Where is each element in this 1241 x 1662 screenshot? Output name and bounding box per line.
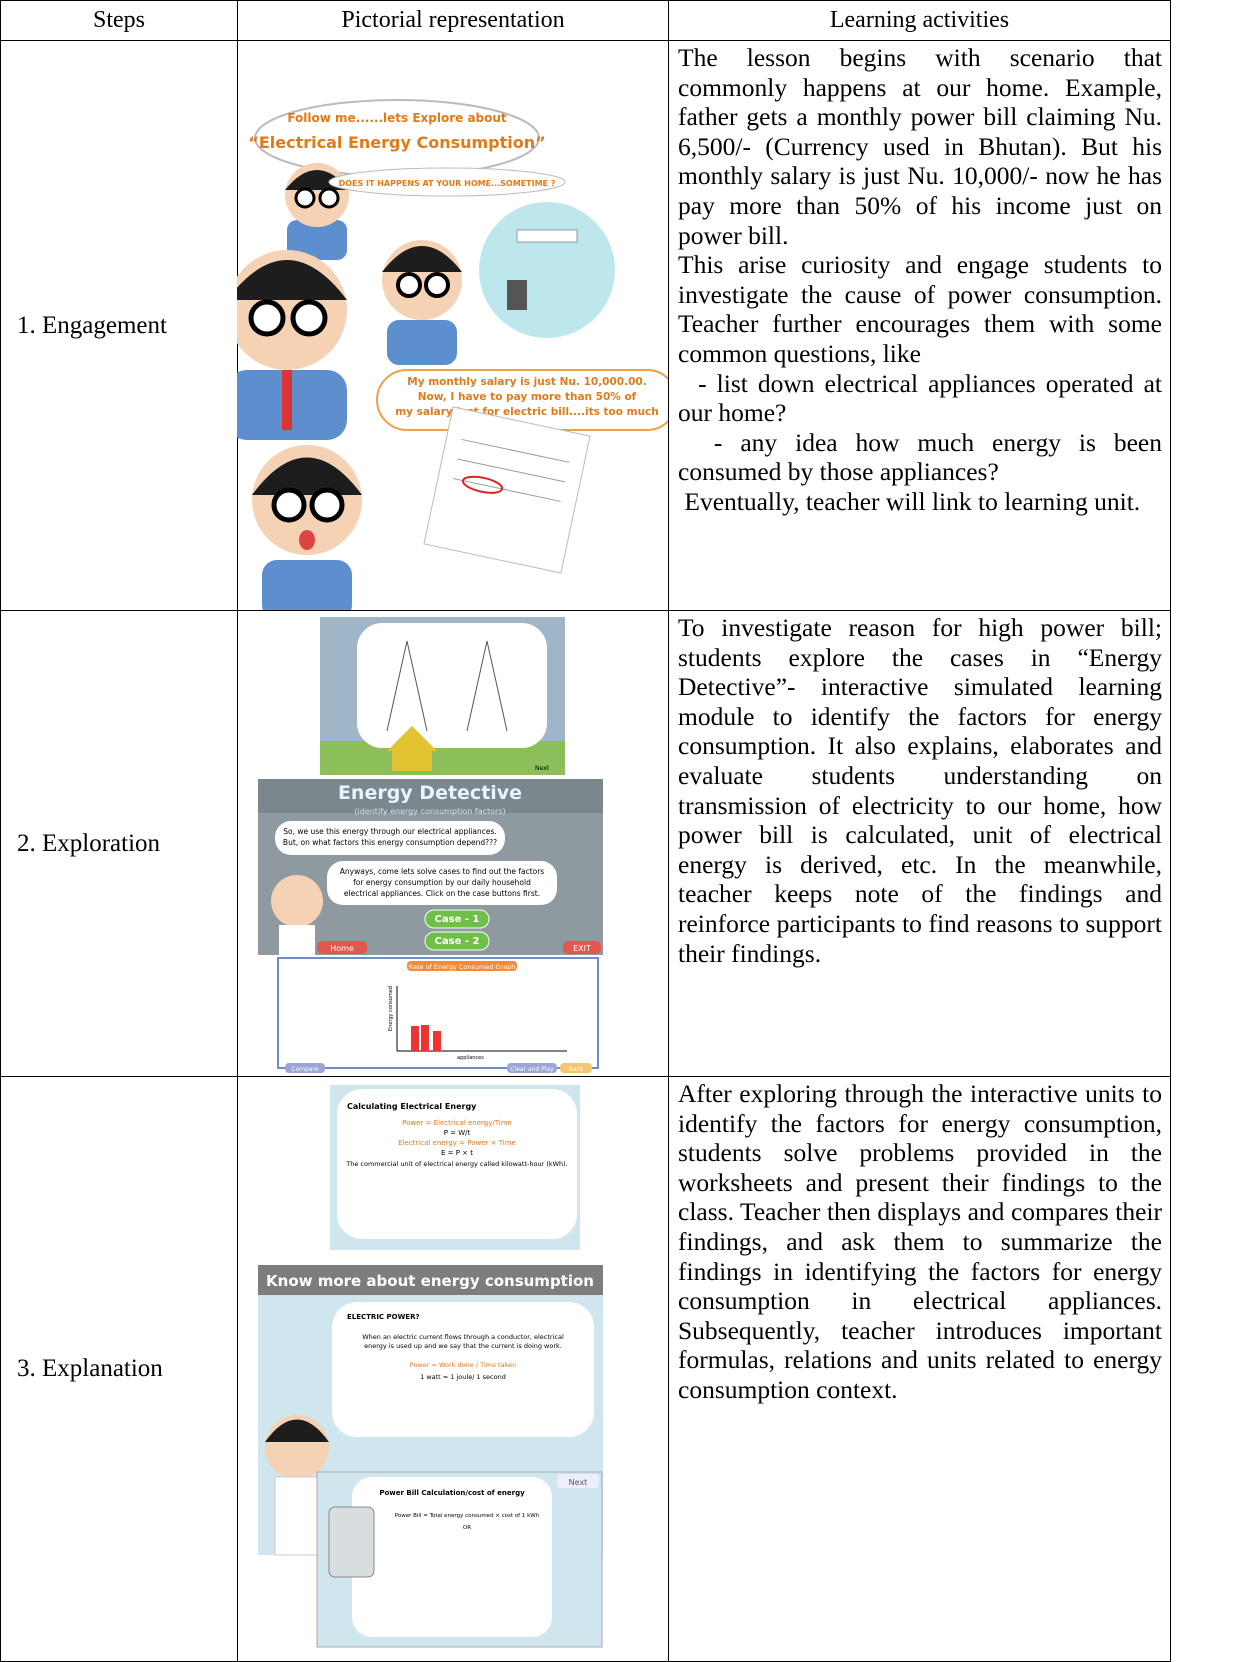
thought-bubble [479, 202, 615, 338]
formula: OR [463, 1525, 471, 1531]
cartoon-teacher [237, 250, 347, 440]
step: 2. Exploration [17, 829, 161, 857]
formula: Electrical energy = Power × Time [398, 1139, 516, 1147]
activity-paragraph: The lesson begins with scenario that com… [678, 43, 1169, 250]
activity-paragraph: Eventually, teacher will link to learnin… [678, 486, 1141, 516]
step-cell: 1. Engagement [0, 40, 238, 611]
screen-title: Know more about energy consumption [266, 1272, 594, 1290]
step: 3. Explanation [17, 1355, 163, 1382]
engagement-picture: Follow me......lets Explore about “Elect… [237, 99, 668, 610]
activity-paragraph: - any idea how much energy is been consu… [678, 427, 1169, 487]
formula: 1 watt = 1 joule/ 1 second [420, 1373, 506, 1381]
step-cell: 3. Explanation [0, 1076, 238, 1662]
axis-label: appliances [457, 1055, 484, 1061]
case-button [424, 909, 490, 929]
button-label: Next [569, 1478, 588, 1487]
button-label: Compare [291, 1066, 319, 1073]
header-cell: Pictorial representation [237, 0, 669, 41]
activity-paragraph: After exploring through the interactive … [678, 1079, 1169, 1404]
bubble-text: “Electrical Energy Consumption” [248, 133, 545, 152]
dialog-text: But, on what factors this energy consump… [283, 838, 497, 847]
cartoon-teacher [252, 445, 362, 610]
explanation-picture: Calculating Electrical Energy Power = El… [258, 1085, 603, 1648]
activity-paragraph: To investigate reason for high power bil… [678, 613, 1169, 968]
formula: Power = Work done / Time taken [410, 1361, 516, 1369]
formula: energy is used up and we say that the cu… [364, 1342, 562, 1350]
screen-heading: ELECTRIC POWER? [347, 1313, 420, 1321]
screen-title: Energy Detective [338, 782, 522, 804]
screen-bubble [357, 623, 547, 748]
appliance-icon [516, 229, 578, 243]
formula: The commercial unit of electrical energy… [345, 1160, 568, 1168]
screen-subtitle: (identify energy consumption factors) [354, 807, 505, 816]
button-label: Case - 1 [435, 914, 480, 925]
activity-cell: After exploring through the interactive … [668, 1076, 1171, 1662]
button-label: Next [535, 765, 550, 772]
power-bill [423, 406, 591, 574]
bubble-text: Now, I have to pay more than 50% of [418, 391, 637, 403]
header-cell: Steps [0, 0, 238, 41]
formula: Power = Electrical energy/Time [402, 1119, 512, 1127]
screen-title: Power Bill Calculation/cost of energy [379, 1489, 525, 1497]
speech-bubble [376, 369, 668, 431]
activity-paragraph: - list down electrical appliances operat… [678, 368, 1169, 428]
dialog-text: So, we use this energy through our elect… [283, 827, 497, 836]
bubble-text: DOES IT HAPPENS AT YOUR HOME...SOMETIME … [339, 179, 556, 188]
screen-title: Calculating Electrical Energy [347, 1102, 477, 1111]
cartoon-teacher [285, 163, 349, 260]
graph-title: Rate of Energy Consumed Graph [409, 963, 516, 971]
activity-cell: To investigate reason for high power bil… [668, 610, 1171, 1077]
bubble-text: my salary just for electric bill....its … [395, 406, 659, 418]
step: 1. Engagement [17, 311, 167, 339]
case-button [424, 931, 490, 951]
bubble-text: Follow me......lets Explore about [287, 111, 507, 125]
button-label: Home [330, 944, 354, 953]
formula: E = P × t [441, 1149, 473, 1157]
formula: P = W/t [444, 1129, 471, 1137]
dialog-text: Anyways, come lets solve cases to find o… [340, 867, 545, 876]
activity-cell: The lesson begins with scenario that com… [668, 40, 1171, 611]
button-label: Case - 2 [435, 936, 480, 947]
activity-paragraph: This arise curiosity and engage students… [678, 250, 1169, 368]
button-label: Clear and Play [510, 1066, 554, 1073]
button-label: EXIT [573, 944, 591, 953]
axis-label: Energy consumed [388, 986, 394, 1031]
cartoon-teacher [271, 875, 323, 927]
header-cell: Learning activities [668, 0, 1171, 41]
dialog-text: electrical appliances. Click on the case… [344, 889, 540, 898]
meter-icon [328, 1506, 375, 1578]
speech-bubble [328, 167, 566, 197]
button-label: Back [569, 1066, 584, 1073]
formula: Power Bill = Total energy consumed × cos… [395, 1513, 540, 1519]
bubble-text: My monthly salary is just Nu. 10,000.00. [407, 376, 646, 388]
dialog-text: for energy consumption by our daily hous… [353, 878, 531, 887]
appliance-icon [507, 280, 527, 310]
cartoon-teacher [382, 240, 462, 365]
formula: When an electric current flows through a… [362, 1333, 564, 1341]
exploration-picture: Energy Detective (identify energy consum… [258, 617, 603, 1073]
step-cell: 2. Exploration [0, 610, 238, 1077]
